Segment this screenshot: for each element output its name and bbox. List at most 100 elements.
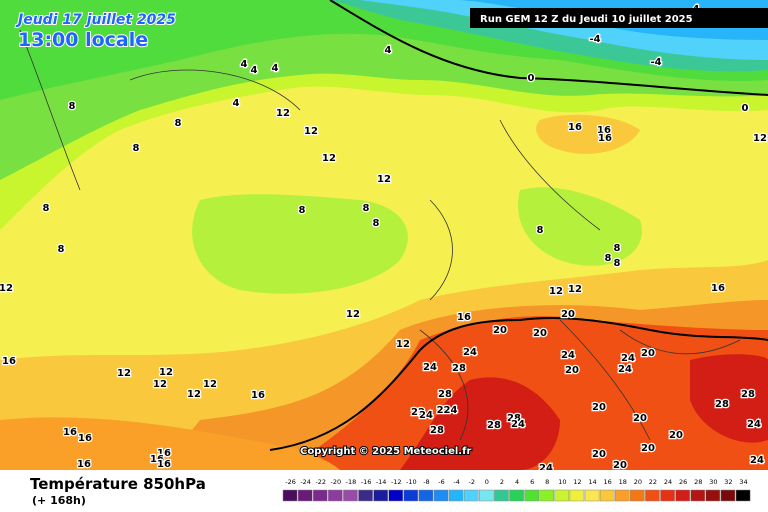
scale-label: -26 [285,478,296,486]
contour-label: 28 [715,399,729,410]
forecast-time: 13:00 locale [18,29,148,51]
zone-8-east [518,187,642,266]
scale-label: 26 [679,478,687,486]
scale-label: 34 [739,478,747,486]
zone-28 [400,354,768,470]
contour-label: 8 [537,225,544,236]
contour-label: 28 [507,413,521,424]
field-title: Température 850hPa [30,475,206,493]
zone-16-north [536,114,640,154]
scale-swatch [690,489,706,502]
contour-label: 20 [633,413,647,424]
contour-labels: 0-4-440444448881212121216161612888888888… [0,3,768,476]
contour-label: 8 [43,203,50,214]
contour-label: 20 [641,348,655,359]
contour-label: 24 [511,419,525,430]
scale-label: 8 [545,478,549,486]
scale-swatch [614,489,630,502]
color-scale: -26 -24 -22 -20 -18 -16 -14 -12 -10 -8 -6 -4 -2 0 2 4 6 8… [282,478,751,502]
scale-label: -22 [315,478,326,486]
contour-label: 12 [322,153,336,164]
contour-label: 4 [241,59,248,70]
contour-label: 24 [618,364,632,375]
scale-label: -10 [406,478,417,486]
contour-label: 28 [741,389,755,400]
scale-label: 22 [649,478,657,486]
contour-label: 4 [385,45,392,56]
contour-label: -4 [650,57,661,68]
scale-swatch [539,489,555,502]
contour-label: 20 [493,325,507,336]
contour-label: 4 [272,63,279,74]
scale-label: -18 [346,478,357,486]
scale-label: 20 [634,478,642,486]
scale-label: 28 [694,478,702,486]
scale-label: 24 [664,478,672,486]
contour-label: 12 [304,126,318,137]
scale-label: 2 [500,478,504,486]
contour-label: -4 [589,34,600,45]
contour-label: 16 [77,459,91,470]
scale-label: -6 [438,478,444,486]
contour-label: 16 [157,448,171,459]
contour-label: 8 [133,143,140,154]
contour-label: 24 [747,419,761,430]
contour-label: 12 [346,309,360,320]
scale-swatch [282,489,298,502]
scale-label: -24 [300,478,311,486]
scale-label: 12 [573,478,581,486]
zone-8-center [192,194,408,294]
contour-label: 28 [452,363,466,374]
contour-label: 12 [276,108,290,119]
contour-label: 8 [58,244,65,255]
bold-contours [269,0,768,451]
scale-swatch [660,489,675,502]
contour-label: 22 [411,407,425,418]
scale-swatch [297,489,313,502]
scale-label: 18 [619,478,627,486]
contour-label: 12 [549,286,563,297]
contour-label: 12 [753,133,767,144]
scale-label: 30 [709,478,717,486]
contour-label: 16 [63,427,77,438]
contour-label: 20 [533,328,547,339]
scale-swatch [358,489,373,502]
contour-label: 16 [597,125,611,136]
scale-swatch [433,489,449,502]
scale-swatch [418,489,434,502]
contour-label: 12 [187,389,201,400]
contour-label: 12 [117,368,131,379]
scale-label: 14 [588,478,596,486]
contour-label: 16 [711,283,725,294]
contour-label: 24 [561,350,575,361]
scale-swatch [403,489,419,502]
scale-label: -4 [453,478,459,486]
contour-label: 16 [2,356,16,367]
scale-swatch [312,489,328,502]
contour-label: 8 [373,218,380,229]
contour-label: 20 [592,449,606,460]
contour-label: 24 [463,347,477,358]
scale-swatch [524,489,539,502]
scale-label: -16 [361,478,372,486]
scale-label: -8 [423,478,429,486]
scale-label: 32 [724,478,732,486]
contour-label: 16 [150,454,164,465]
contour-label: 12 [153,379,167,390]
run-info: Run GEM 12 Z du Jeudi 10 juillet 2025 [480,14,693,25]
contour-label: 8 [614,258,621,269]
contour-label: 4 [251,65,258,76]
scale-label: 6 [530,478,534,486]
scale-label: -14 [376,478,387,486]
scale-swatch [554,489,570,502]
run-banner [470,8,768,28]
contour-label: 8 [605,253,612,264]
contour-label: 12 [203,379,217,390]
coastlines [19,29,741,441]
scale-swatch [494,489,509,502]
contour-label: 28 [438,389,452,400]
scale-label: 16 [604,478,612,486]
scale-label: -20 [331,478,342,486]
scale-swatch [343,489,358,502]
